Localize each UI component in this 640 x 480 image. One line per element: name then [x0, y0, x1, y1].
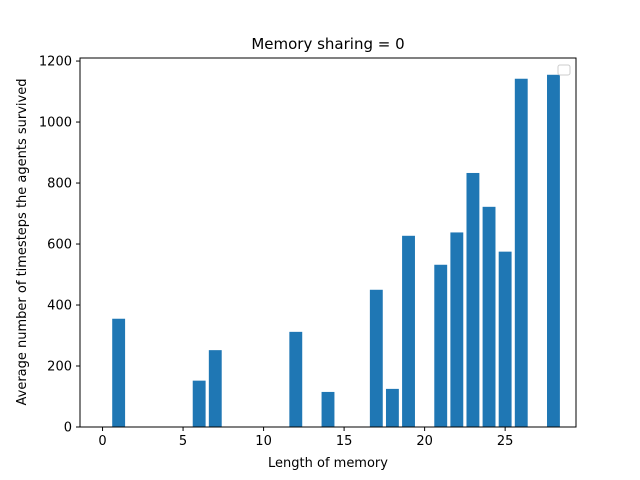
- y-tick-label: 1200: [39, 55, 72, 70]
- x-tick-label: 15: [336, 434, 353, 449]
- y-tick-label: 800: [47, 177, 72, 192]
- y-tick-label: 1000: [39, 116, 72, 131]
- bar: [402, 235, 415, 427]
- y-tick-label: 200: [47, 360, 72, 375]
- bar: [385, 388, 399, 427]
- x-tick-label: 5: [179, 434, 187, 449]
- bar: [514, 78, 528, 428]
- y-axis-label: Average number of timesteps the agents s…: [15, 79, 30, 406]
- bar: [289, 331, 303, 427]
- bar: [482, 206, 496, 427]
- chart-title: Memory sharing = 0: [251, 35, 404, 53]
- x-tick-label: 20: [416, 434, 433, 449]
- bar: [192, 380, 206, 427]
- x-tick-label: 10: [255, 434, 272, 449]
- bar: [466, 172, 480, 427]
- bar: [547, 74, 560, 428]
- y-tick-label: 0: [64, 421, 72, 436]
- bar: [450, 232, 464, 427]
- plot-frame: [79, 57, 577, 428]
- x-tick-label: 25: [497, 434, 514, 449]
- bar: [498, 251, 512, 427]
- x-axis-ticks: 0 5 10 15 20 25: [98, 427, 513, 449]
- bar: [434, 264, 448, 427]
- bar: [112, 318, 126, 427]
- x-axis-label: Length of memory: [268, 456, 388, 471]
- bar: [369, 289, 383, 427]
- y-axis-ticks: 0 200 400 600 800 1000 1200: [39, 55, 80, 436]
- legend-box: [557, 64, 571, 76]
- bar: [321, 391, 335, 427]
- y-tick-label: 400: [47, 299, 72, 314]
- y-tick-label: 600: [47, 238, 72, 253]
- bar: [208, 350, 222, 427]
- bars: [112, 74, 560, 428]
- x-tick-label: 0: [98, 434, 106, 449]
